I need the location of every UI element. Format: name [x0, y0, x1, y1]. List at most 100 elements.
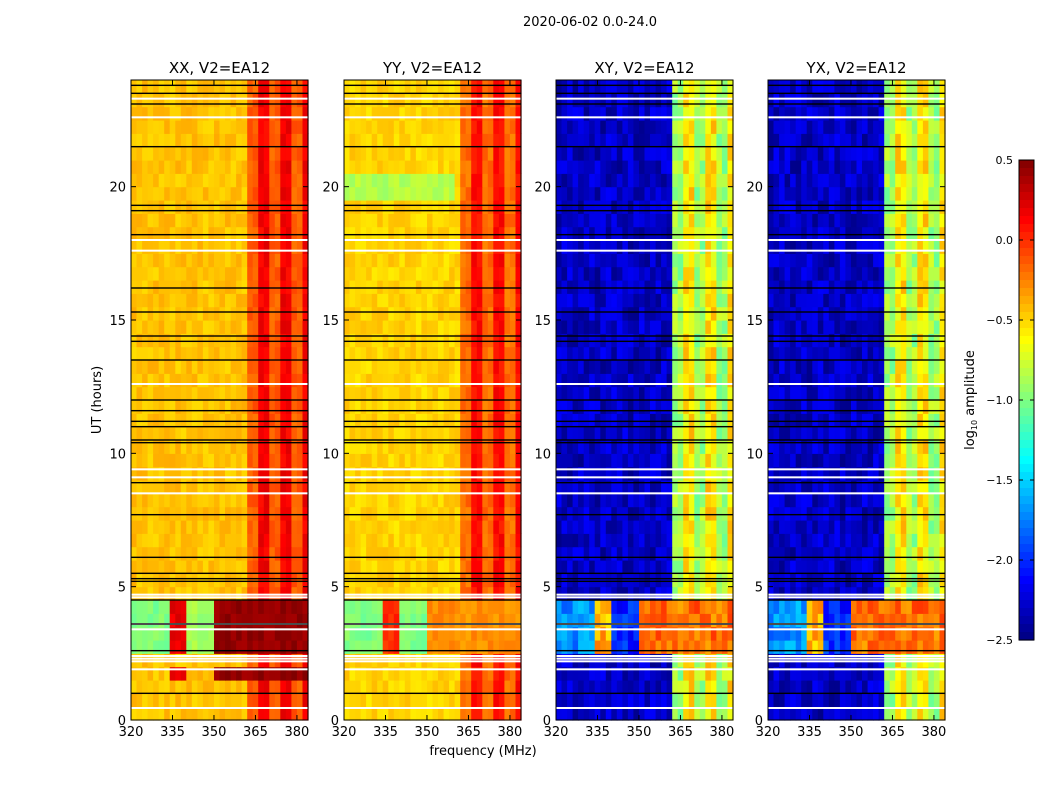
heatmap-cell: [487, 213, 494, 228]
heatmap-cell: [694, 373, 701, 388]
heatmap-cell: [280, 506, 287, 521]
heatmap-cell: [721, 146, 728, 161]
heatmap-cell: [672, 346, 679, 361]
heatmap-cell: [672, 586, 679, 601]
heatmap-cell: [147, 613, 154, 628]
heatmap-cell: [498, 373, 505, 388]
heatmap-cell: [371, 373, 378, 388]
heatmap-cell: [567, 106, 574, 121]
heatmap-cell: [191, 320, 198, 334]
heatmap-cell: [280, 240, 287, 254]
heatmap-cell: [561, 253, 568, 268]
heatmap-cell: [650, 506, 657, 521]
heatmap-cell: [415, 80, 422, 94]
heatmap-cell: [504, 560, 511, 574]
heatmap-cell: [186, 613, 193, 628]
heatmap-cell: [644, 493, 651, 508]
heatmap-cell: [382, 306, 389, 321]
heatmap-cell: [393, 546, 400, 561]
heatmap-cell: [202, 346, 209, 361]
heatmap-cell: [219, 240, 226, 254]
heatmap-cell: [186, 693, 193, 708]
heatmap-cell: [556, 266, 563, 281]
heatmap-cell: [639, 506, 646, 521]
heatmap-cell: [594, 280, 601, 294]
black-line: [131, 233, 308, 236]
heatmap-cell: [594, 586, 601, 601]
heatmap-cell: [438, 586, 445, 601]
heatmap-cell: [291, 120, 298, 134]
heatmap-cell: [219, 200, 226, 214]
heatmap-cell: [280, 573, 287, 588]
heatmap-cell: [415, 626, 422, 641]
heatmap-cell: [219, 413, 226, 428]
heatmap-cell: [236, 600, 243, 614]
heatmap-cell: [482, 573, 489, 588]
heatmap-cell: [727, 573, 734, 588]
heatmap-cell: [460, 626, 467, 641]
heatmap-cell: [611, 560, 618, 574]
heatmap-cell: [252, 346, 259, 361]
heatmap-cell: [454, 386, 461, 401]
heatmap-cell: [677, 466, 684, 481]
heatmap-cell: [247, 600, 254, 614]
heatmap-cell: [688, 320, 695, 334]
heatmap-cell: [449, 506, 456, 521]
heatmap-cell: [509, 653, 516, 668]
heatmap-cell: [583, 93, 590, 108]
heatmap-cell: [404, 640, 411, 654]
heatmap-cell: [427, 706, 434, 721]
heatmap-cell: [263, 493, 270, 508]
heatmap-cell: [633, 706, 640, 721]
heatmap-cell: [230, 640, 237, 654]
heatmap-cell: [633, 600, 640, 614]
heatmap-cell: [727, 226, 734, 241]
heatmap-cell: [274, 626, 281, 641]
heatmap-cell: [594, 146, 601, 161]
heatmap-cell: [639, 693, 646, 708]
heatmap-cell: [285, 240, 292, 254]
heatmap-cell: [688, 93, 695, 108]
heatmap-cell: [639, 546, 646, 561]
heatmap-cell: [241, 520, 248, 534]
heatmap-cell: [197, 493, 204, 508]
heatmap-cell: [661, 346, 668, 361]
heatmap-cell: [605, 226, 612, 241]
heatmap-cell: [627, 333, 634, 348]
heatmap-cell: [285, 440, 292, 454]
heatmap-cell: [449, 266, 456, 281]
heatmap-cell: [801, 706, 808, 721]
heatmap-cell: [258, 520, 265, 534]
heatmap-cell: [589, 400, 596, 414]
heatmap-cell: [465, 293, 472, 308]
heatmap-cell: [399, 240, 406, 254]
heatmap-cell: [360, 173, 367, 188]
heatmap-cell: [677, 453, 684, 468]
heatmap-cell: [683, 453, 690, 468]
heatmap-cell: [672, 413, 679, 428]
heatmap-cell: [214, 400, 221, 414]
heatmap-cell: [344, 320, 351, 334]
heatmap-cell: [230, 266, 237, 281]
heatmap-cell: [147, 106, 154, 121]
heatmap-cell: [677, 320, 684, 334]
heatmap-cell: [699, 306, 706, 321]
heatmap-cell: [498, 440, 505, 454]
heatmap-cell: [493, 546, 500, 561]
heatmap-cell: [594, 426, 601, 441]
heatmap-cell: [768, 680, 775, 694]
heatmap-cell: [583, 653, 590, 668]
heatmap-cell: [677, 640, 684, 654]
heatmap-cell: [415, 213, 422, 228]
heatmap-cell: [230, 293, 237, 308]
heatmap-cell: [377, 586, 384, 601]
heatmap-cell: [672, 146, 679, 161]
heatmap-cell: [360, 640, 367, 654]
heatmap-cell: [600, 240, 607, 254]
heatmap-cell: [644, 693, 651, 708]
heatmap-cell: [504, 666, 511, 681]
heatmap-cell: [666, 600, 673, 614]
heatmap-cell: [158, 160, 165, 174]
heatmap-cell: [487, 253, 494, 268]
heatmap-cell: [404, 573, 411, 588]
